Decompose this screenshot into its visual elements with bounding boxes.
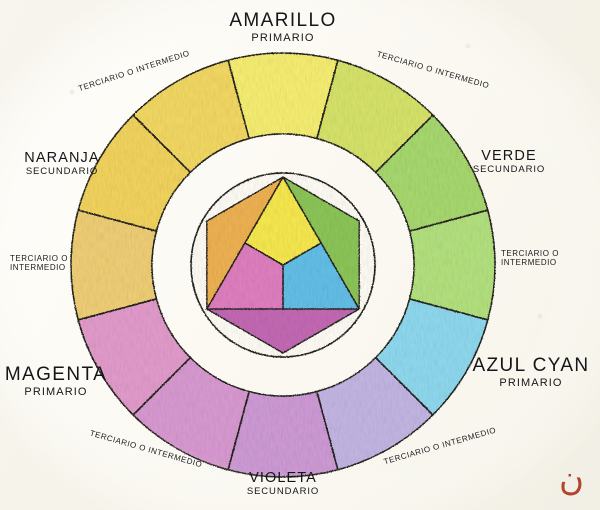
label-naranja: NARANJA SECUNDARIO (24, 150, 99, 178)
label-azul-cyan-sub: PRIMARIO (499, 376, 563, 389)
label-terciario-orange-magenta: TERCIARIO O INTERMEDIO (10, 254, 68, 272)
label-amarillo-main: AMARILLO (229, 10, 337, 31)
label-violeta: VIOLETA SECUNDARIO (247, 470, 319, 498)
terciario-text-line-1: TERCIARIO O (9, 253, 69, 263)
label-naranja-main: NARANJA (24, 150, 100, 166)
label-amarillo-sub: PRIMARIO (251, 31, 315, 44)
label-naranja-sub: SECUNDARIO (25, 165, 99, 177)
signature-glyph: ن (559, 459, 584, 499)
label-terciario-green-cyan: TERCIARIO O INTERMEDIO (501, 249, 559, 267)
label-azul-cyan: AZUL CYAN PRIMARIO (472, 355, 589, 389)
label-magenta-sub: PRIMARIO (24, 385, 88, 398)
label-verde-sub: SECUNDARIO (472, 163, 546, 175)
label-verde: VERDE SECUNDARIO (473, 148, 545, 176)
label-verde-main: VERDE (481, 148, 537, 164)
label-violeta-sub: SECUNDARIO (246, 485, 320, 497)
terciario-text-line-2: INTERMEDIO (9, 263, 66, 272)
terciario-text-line-2: INTERMEDIO (500, 258, 557, 267)
label-magenta-main: MAGENTA (4, 364, 108, 385)
terciario-text-line-1: TERCIARIO O (500, 248, 560, 258)
label-azul-cyan-main: AZUL CYAN (472, 355, 590, 376)
label-amarillo: AMARILLO PRIMARIO (229, 10, 336, 44)
label-violeta-main: VIOLETA (249, 470, 317, 486)
label-magenta: MAGENTA PRIMARIO (5, 364, 107, 398)
